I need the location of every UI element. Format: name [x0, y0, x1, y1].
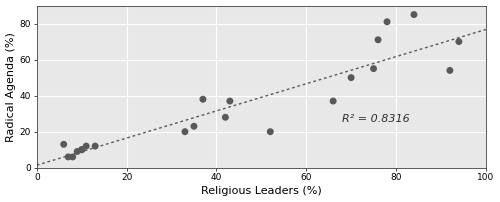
Point [370, 67, 378, 70]
Point [82, 144, 90, 148]
Point [226, 99, 234, 103]
X-axis label: Religious Leaders (%): Religious Leaders (%) [201, 186, 322, 196]
Point [64, 155, 72, 159]
Point [190, 125, 198, 128]
Point [410, 13, 418, 16]
Point [446, 69, 454, 72]
Point [329, 99, 337, 103]
Text: R² = 0.8316: R² = 0.8316 [342, 114, 410, 124]
Point [91, 144, 99, 148]
Point [347, 76, 355, 79]
Point [181, 130, 189, 133]
Point [78, 148, 86, 151]
Point [60, 143, 68, 146]
Point [222, 116, 230, 119]
Y-axis label: Radical Agenda (%): Radical Agenda (%) [6, 32, 16, 142]
Point [199, 98, 207, 101]
Point [68, 155, 76, 159]
Point [455, 40, 463, 43]
Point [73, 150, 81, 153]
Point [78, 148, 86, 151]
Point [383, 20, 391, 23]
Point [266, 130, 274, 133]
Point [374, 38, 382, 41]
